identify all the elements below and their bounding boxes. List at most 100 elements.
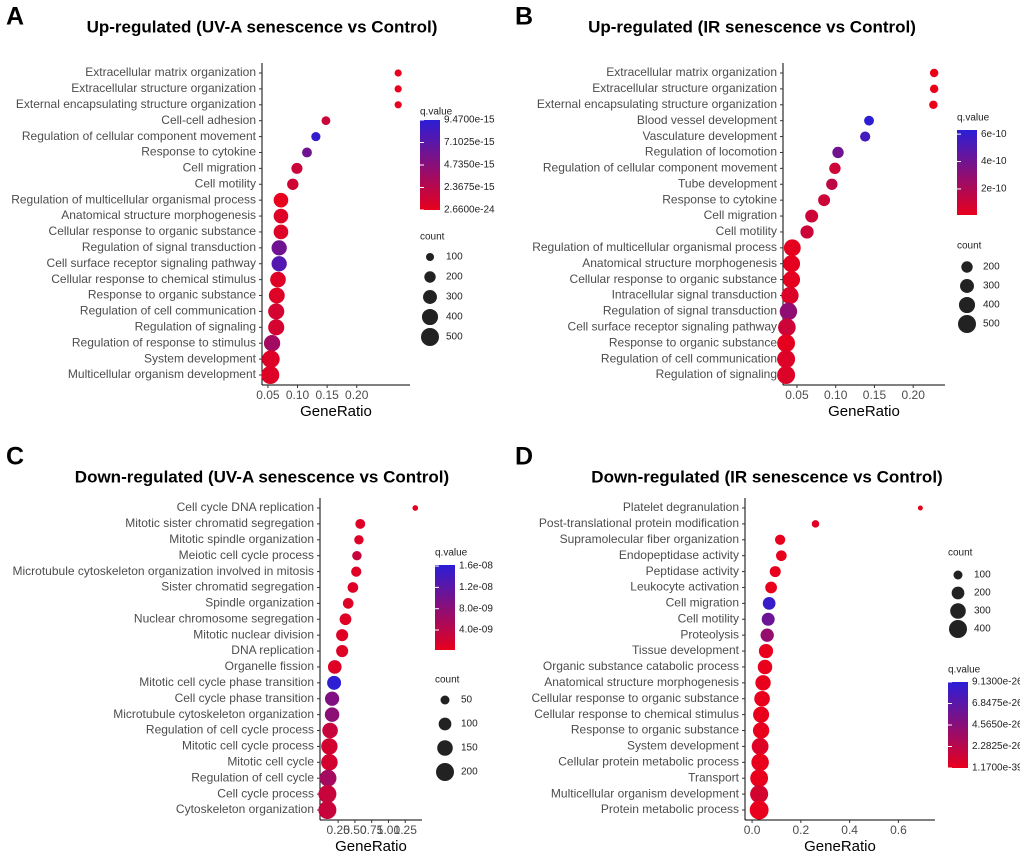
size-label: 100 (461, 719, 478, 730)
dot (765, 581, 777, 594)
dot (777, 334, 796, 353)
y-tick-label: System development (144, 351, 257, 365)
dot (311, 131, 321, 142)
dot (779, 302, 798, 321)
dot (268, 303, 285, 320)
y-tick-label: Multicellular organism development (551, 786, 740, 800)
dot (321, 116, 331, 126)
dot (321, 738, 338, 755)
size-key (953, 570, 963, 580)
colorbar-label: 9.1300e-26 (972, 677, 1020, 688)
dot (327, 660, 342, 674)
colorbar-label: 1.2e-08 (459, 582, 493, 593)
y-tick-label: Regulation of multicellular organismal p… (11, 192, 256, 206)
dot (412, 505, 419, 511)
colorbar-label: 1.6e-08 (459, 561, 493, 572)
size-key (958, 315, 976, 333)
y-tick-label: Cell cycle DNA replication (177, 500, 314, 514)
x-tick-label: 0.20 (902, 388, 926, 402)
dot (394, 69, 402, 77)
colorbar-label: 2.2825e-26 (972, 741, 1020, 752)
dot (818, 194, 831, 207)
legend-title: q.value (948, 665, 981, 676)
y-tick-label: Meiotic cell cycle process (179, 548, 314, 562)
dot (324, 691, 340, 706)
size-label: 300 (983, 281, 1000, 292)
y-tick-label: Intracellular signal transduction (612, 288, 777, 302)
y-tick-label: Cellular response to organic substance (532, 691, 740, 705)
dot (929, 68, 939, 78)
y-tick-label: Regulation of cell communication (80, 304, 256, 318)
y-tick-label: Proteolysis (680, 627, 739, 641)
dot (774, 534, 786, 545)
y-tick-label: Response to organic substance (88, 288, 256, 302)
y-tick-label: Blood vessel development (637, 113, 778, 127)
size-key (960, 279, 974, 293)
dot (271, 240, 287, 256)
dot (777, 366, 796, 384)
size-key (436, 763, 454, 781)
dot (782, 271, 801, 289)
size-key (950, 603, 966, 619)
dot (762, 597, 776, 610)
size-key (421, 328, 439, 346)
y-tick-label: Cell migration (666, 596, 739, 610)
colorbar-label: 6e-10 (981, 129, 1007, 140)
y-tick-label: Microtubule cytoskeleton organization in… (13, 564, 314, 578)
panel-letter: C (6, 443, 24, 471)
legend-title: count (420, 232, 445, 243)
size-label: 300 (974, 606, 991, 617)
legend-title: count (948, 548, 973, 559)
legend-title: q.value (957, 113, 990, 124)
y-tick-label: Extracellular structure organization (592, 81, 777, 95)
size-key (958, 296, 976, 314)
size-label: 500 (446, 332, 463, 343)
y-tick-label: Cell cycle process (217, 786, 314, 800)
y-tick-label: System development (627, 739, 740, 753)
dot (832, 146, 844, 159)
dot (760, 628, 774, 642)
panel-letter: A (6, 3, 24, 31)
y-tick-label: Tube development (678, 176, 778, 190)
x-tick-label: 0.25 (326, 823, 350, 837)
colorbar (948, 682, 968, 768)
size-label: 200 (983, 262, 1000, 273)
size-key (961, 261, 973, 273)
y-tick-label: Mitotic spindle organization (169, 532, 314, 546)
size-key (951, 586, 965, 600)
y-tick-label: Cell migration (183, 161, 256, 175)
x-tick-label: 0.05 (785, 388, 809, 402)
x-tick-label: 0.6 (890, 823, 907, 837)
x-axis-label: GeneRatio (300, 403, 372, 420)
dot (302, 147, 312, 158)
y-tick-label: Anatomical structure morphogenesis (61, 208, 256, 222)
y-tick-label: Organelle fission (225, 659, 314, 673)
size-key (425, 252, 435, 262)
dot (811, 520, 820, 528)
size-label: 200 (461, 767, 478, 778)
legend-title: count (435, 675, 460, 686)
dot (351, 566, 362, 577)
colorbar-label: 1.1700e-39 (972, 763, 1020, 774)
y-tick-label: Peptidase activity (646, 564, 739, 578)
size-label: 300 (446, 292, 463, 303)
dot (860, 131, 871, 142)
y-tick-label: Response to cytokine (662, 192, 777, 206)
legend-title: count (957, 241, 982, 252)
y-tick-label: External encapsulating structure organiz… (537, 97, 777, 111)
colorbar-label: 4e-10 (981, 156, 1007, 167)
dot (336, 629, 349, 642)
x-tick-label: 0.10 (286, 388, 310, 402)
x-tick-label: 0.50 (343, 823, 367, 837)
x-tick-label: 0.10 (824, 388, 848, 402)
size-label: 400 (983, 300, 1000, 311)
dot (826, 178, 838, 190)
dot (336, 645, 349, 658)
y-tick-label: Regulation of multicellular organismal p… (532, 240, 777, 254)
colorbar-label: 7.1025e-15 (444, 137, 495, 148)
x-tick-label: 0.15 (863, 388, 887, 402)
size-label: 400 (446, 312, 463, 323)
dot (394, 85, 402, 93)
